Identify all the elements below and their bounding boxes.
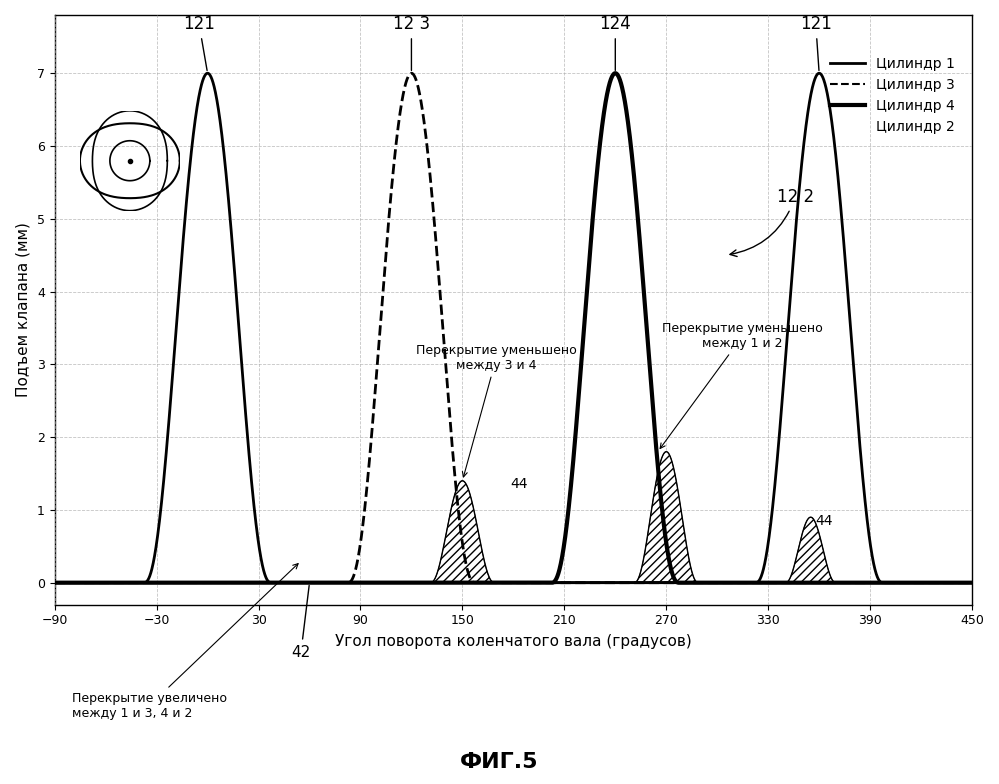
Text: 124: 124 [599,15,631,71]
Text: 12 3: 12 3 [393,15,430,71]
Text: 121: 121 [800,15,832,71]
Y-axis label: Подъем клапана (мм): Подъем клапана (мм) [15,223,30,397]
Legend: Цилиндр 1, Цилиндр 3, Цилиндр 4, Цилиндр 2: Цилиндр 1, Цилиндр 3, Цилиндр 4, Цилиндр… [825,52,960,140]
Text: 12 2: 12 2 [730,188,814,256]
X-axis label: Угол поворота коленчатого вала (градусов): Угол поворота коленчатого вала (градусов… [335,634,691,649]
Text: Перекрытие увеличено
между 1 и 3, 4 и 2: Перекрытие увеличено между 1 и 3, 4 и 2 [72,564,298,720]
Text: 44: 44 [509,477,527,492]
Text: ФИГ.5: ФИГ.5 [461,753,538,772]
Text: 44: 44 [816,514,833,528]
Text: Перекрытие уменьшено
между 3 и 4: Перекрытие уменьшено между 3 и 4 [416,343,576,477]
Text: 42: 42 [292,586,311,659]
Text: 121: 121 [183,15,215,71]
Text: Перекрытие уменьшено
между 1 и 2: Перекрытие уменьшено между 1 и 2 [660,321,823,448]
